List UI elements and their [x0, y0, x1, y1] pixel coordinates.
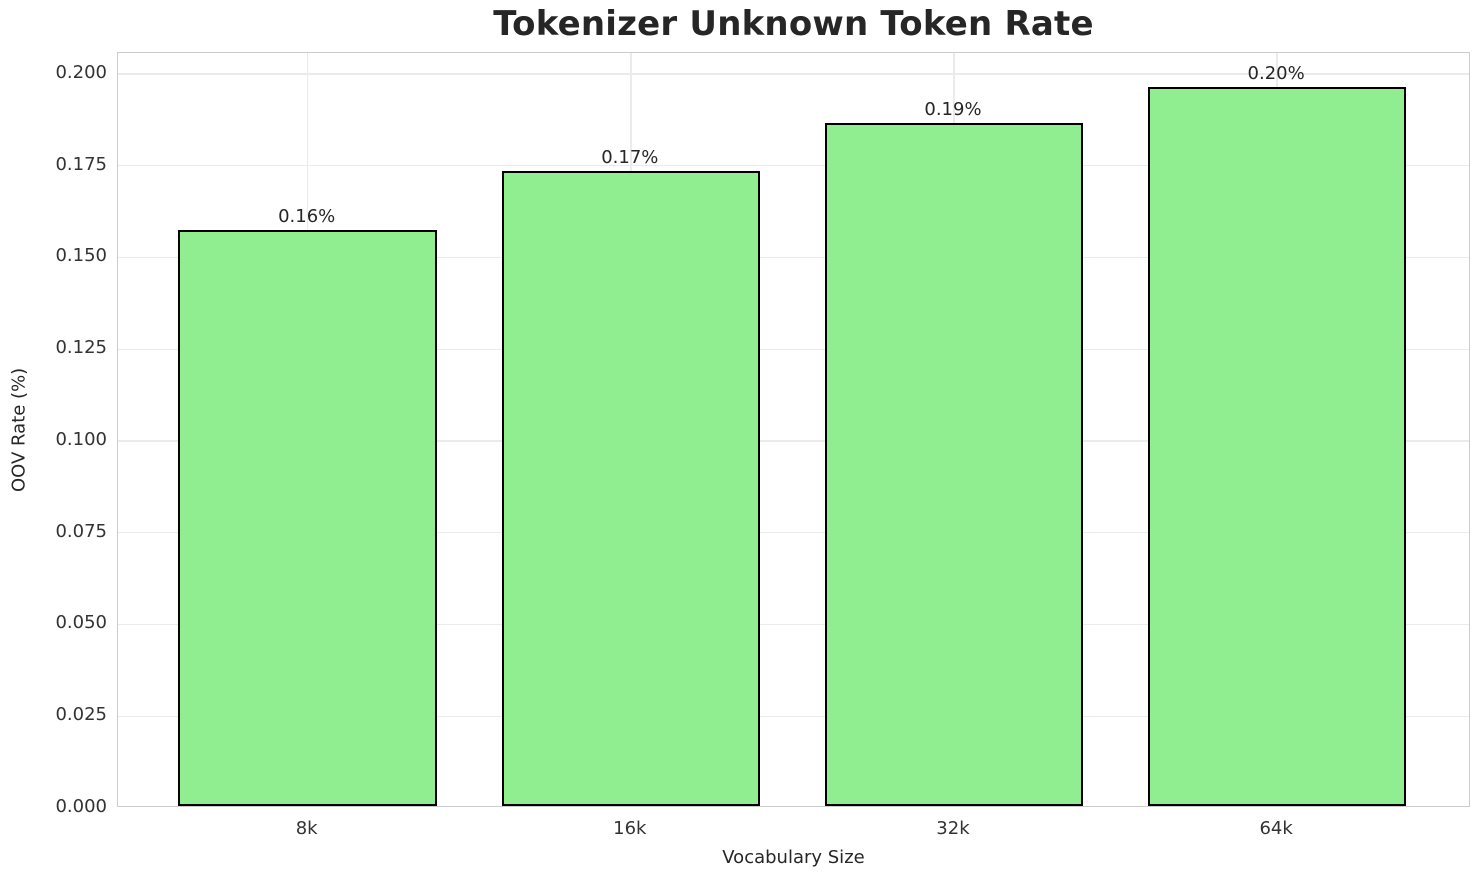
x-tick-label: 64k	[1259, 818, 1293, 839]
x-axis-label: Vocabulary Size	[722, 847, 865, 868]
gridline-horizontal	[118, 348, 1469, 350]
bar-value-label: 0.19%	[924, 99, 982, 121]
chart-title: Tokenizer Unknown Token Rate	[493, 4, 1094, 44]
x-tick-label: 8k	[295, 818, 318, 839]
bar-8k	[178, 229, 437, 806]
gridline-horizontal	[118, 256, 1469, 259]
y-tick-label: 0.175	[55, 153, 107, 175]
plot-area	[117, 52, 1470, 807]
x-tick-label: 32k	[936, 818, 970, 839]
y-tick-label: 0.025	[55, 704, 107, 726]
gridline-horizontal	[118, 532, 1469, 534]
gridline-horizontal	[118, 623, 1469, 626]
x-tick-label: 16k	[613, 818, 647, 839]
bar-16k	[501, 171, 761, 806]
y-tick-label: 0.125	[55, 337, 107, 359]
gridline-horizontal	[118, 164, 1469, 167]
gridline-horizontal	[118, 715, 1469, 717]
y-tick-label: 0.000	[55, 796, 107, 817]
y-tick-label: 0.100	[55, 428, 107, 450]
y-tick-label: 0.050	[55, 612, 107, 634]
gridline-horizontal	[118, 440, 1469, 442]
bar-value-label: 0.17%	[601, 147, 659, 169]
bar-32k	[824, 123, 1084, 806]
bar-64k	[1147, 86, 1407, 806]
y-tick-label: 0.200	[55, 61, 107, 83]
y-tick-label: 0.150	[55, 245, 107, 267]
y-tick-label: 0.075	[55, 520, 107, 542]
gridline-horizontal	[118, 73, 1469, 75]
bar-value-label: 0.16%	[278, 205, 336, 227]
bar-value-label: 0.20%	[1247, 62, 1305, 84]
